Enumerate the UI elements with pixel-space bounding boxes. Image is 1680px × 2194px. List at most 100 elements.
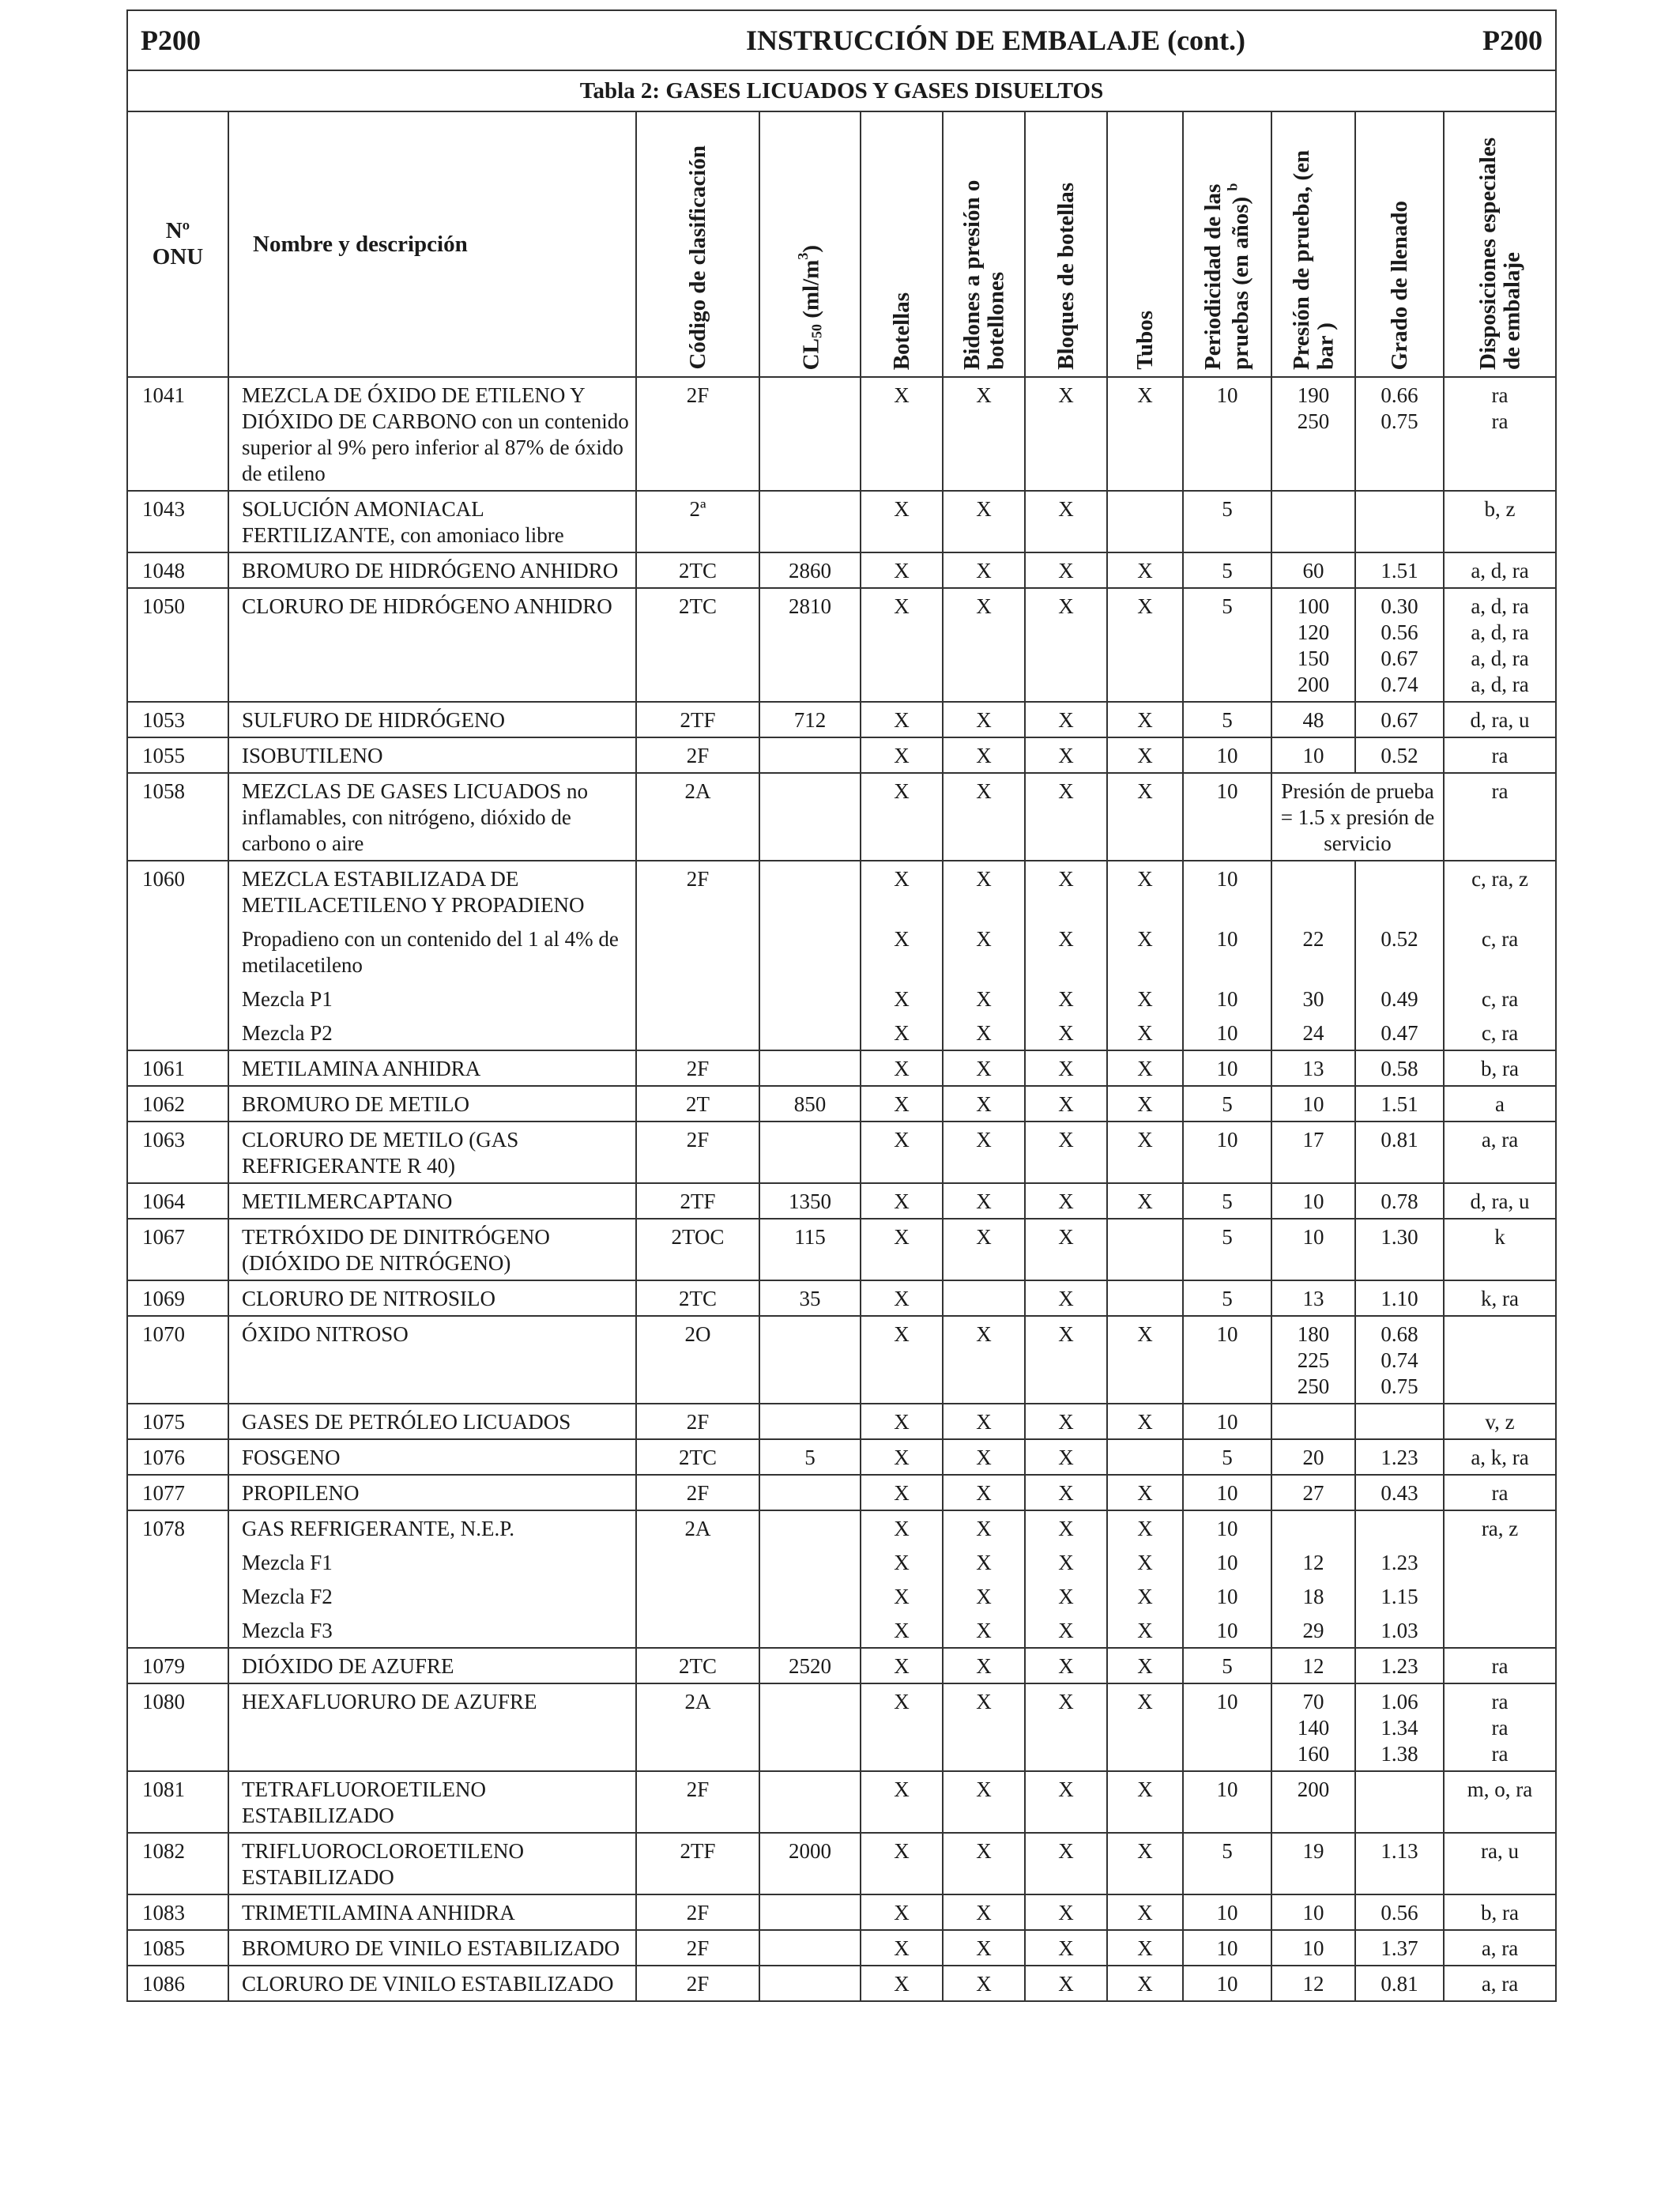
packing-table: P200 INSTRUCCIÓN DE EMBALAJE (cont.) P20… [126, 9, 1558, 2002]
cl50-value: 2000 [759, 1832, 861, 1895]
bidones-mark: X [942, 1218, 1026, 1281]
botellas-mark: X [860, 1182, 944, 1220]
substance-name-line: MEZCLA DE ÓXIDO DE ETILENO Y DIÓXIDO DE … [242, 383, 629, 485]
bloques-mark: X [1024, 737, 1108, 774]
special-provisions-line: m, o, ra [1467, 1777, 1533, 1801]
class-code: 2F [635, 737, 760, 774]
substance-name-line: MEZCLAS DE GASES LICUADOS no inflamables… [242, 779, 589, 855]
special-provisions-line: k, ra [1481, 1287, 1520, 1310]
presion-value: 30 [1302, 987, 1324, 1011]
class-code: 2F [635, 1894, 760, 1931]
filling-ratio-line: 0.81 [1381, 1128, 1418, 1152]
substance-name-line: TETRAFLUOROETILENO ESTABILIZADO [242, 1777, 486, 1827]
botellas-value: X [894, 1551, 910, 1574]
test-pressure-line: 20 [1302, 1446, 1324, 1469]
tubos-value: X [1137, 987, 1153, 1011]
substance-name: ÓXIDO NITROSO [228, 1315, 637, 1404]
table-row: 1076 FOSGENO 2TC 5 X X X 5 20 1.23 a, k, ra [126, 1438, 1558, 1476]
cl50-value [759, 1894, 861, 1931]
bloques-value: X [1058, 1585, 1074, 1608]
filling-ratio-line: 1.10 [1381, 1287, 1418, 1310]
filling-ratio: 1.30 [1354, 1218, 1445, 1281]
table-row: 1043 SOLUCIÓN AMONIACAL FERTILIZANTE, con… [126, 490, 1558, 553]
filling-ratio-line [1362, 1777, 1437, 1803]
un-number: 1058 [126, 772, 229, 861]
filling-ratio-line: 0.74 [1381, 673, 1418, 696]
special-provisions-line: b, ra [1481, 1057, 1520, 1080]
grado-values: 0.52 0.49 0.47 [1354, 860, 1445, 1051]
tubos-value: X [1137, 1585, 1153, 1608]
botellas-mark: X [860, 490, 944, 553]
botellas-mark: X [860, 1218, 944, 1281]
tubos-mark: X [1106, 1315, 1184, 1404]
table-row: 1050 CLORURO DE HIDRÓGENO ANHIDRO 2TC 2810 X… [126, 587, 1558, 703]
filling-ratio-line: 1.37 [1381, 1936, 1418, 1960]
test-pressure-line: 250 [1297, 1374, 1330, 1398]
table-row: 1083 TRIMETILAMINA ANHIDRA 2F X X X X 10 10 0.56 b… [126, 1894, 1558, 1931]
un-number: 1064 [126, 1182, 229, 1220]
botellas-mark: X [860, 1474, 944, 1511]
filling-ratio: 1.23 [1354, 1647, 1445, 1684]
tubos-mark: X [1106, 701, 1184, 738]
test-period: 10 [1182, 772, 1272, 861]
class-code: 2F [635, 860, 760, 1051]
tubos-mark: X [1106, 1929, 1184, 1966]
substance-variant: Mezcla F3 [242, 1619, 333, 1642]
bidones-mark: X [942, 1085, 1026, 1122]
bidones-value: X [976, 927, 992, 951]
grado-value: 0.47 [1381, 1021, 1418, 1045]
test-pressure-line: 13 [1302, 1057, 1324, 1080]
cl50-value [759, 1121, 861, 1184]
special-provisions-line: a, ra [1481, 1936, 1519, 1960]
test-period: 10 [1182, 1894, 1272, 1931]
test-pressure: 10 [1270, 1085, 1357, 1122]
bloques-value: X [1058, 1551, 1074, 1574]
table-row: 1085 BROMURO DE VINILO ESTABILIZADO 2F X X X X… [126, 1929, 1558, 1966]
bloques-mark: X [1024, 1121, 1108, 1184]
test-period: 10 [1182, 1315, 1272, 1404]
grado-value [1362, 866, 1437, 918]
col-header-cl50: CL50 (ml/m3) [759, 111, 861, 378]
cl50-value [759, 490, 861, 553]
test-period: 10 [1182, 1929, 1272, 1966]
table-row: 1058 MEZCLAS DE GASES LICUADOS no inflama… [126, 772, 1558, 861]
substance-name: GASES DE PETRÓLEO LICUADOS [228, 1403, 637, 1440]
botellas-mark: X [860, 1929, 944, 1966]
table-row: 1055 ISOBUTILENO 2F X X X X 10 10 0.52 ra [126, 737, 1558, 774]
table-row: 1064 METILMERCAPTANO 2TF 1350 X X X X 5 10 0.78 d, … [126, 1182, 1558, 1220]
test-period: 5 [1182, 1085, 1272, 1122]
special-provisions-line: k [1494, 1225, 1505, 1249]
substance-name-line: METILMERCAPTANO [242, 1189, 453, 1213]
filling-ratio-line: 1.06 [1381, 1690, 1418, 1713]
special-provisions: a, ra [1443, 1121, 1558, 1184]
class-code: 2T [635, 1085, 760, 1122]
substance-variant: GAS REFRIGERANTE, N.E.P. [242, 1517, 515, 1540]
disp-value: c, ra [1481, 927, 1519, 951]
special-provisions: a, k, ra [1443, 1438, 1558, 1476]
bidones-mark: X [942, 1647, 1026, 1684]
bidones-mark: X [942, 1182, 1026, 1220]
test-period: 10 [1182, 737, 1272, 774]
special-provisions-line: ra [1491, 409, 1509, 433]
period-value: 10 [1216, 867, 1238, 891]
test-pressure-line: 10 [1302, 1092, 1324, 1116]
botellas-mark: X [860, 1965, 944, 2002]
filling-ratio-line: 1.51 [1381, 1092, 1418, 1116]
period-value: 10 [1216, 927, 1238, 951]
class-code: 2TC [635, 1438, 760, 1476]
class-code: 2A [635, 772, 760, 861]
test-period: 5 [1182, 552, 1272, 589]
botellas-value: X [894, 1619, 910, 1642]
cl50-value [759, 1770, 861, 1834]
bloques-mark: X [1024, 1474, 1108, 1511]
tubos-mark: X [1106, 1050, 1184, 1087]
col-header-disposiciones: Disposiciones especiales de embalaje [1443, 111, 1558, 378]
tubos-mark: X [1106, 376, 1184, 492]
special-provisions-line: ra [1491, 1690, 1509, 1713]
test-pressure-line: 10 [1302, 744, 1324, 767]
tubos-mark: X [1106, 737, 1184, 774]
botellas-mark: X [860, 1770, 944, 1834]
un-number: 1075 [126, 1403, 229, 1440]
test-pressure: 200 [1270, 1770, 1357, 1834]
substance-name-line: HEXAFLUORURO DE AZUFRE [242, 1690, 537, 1713]
